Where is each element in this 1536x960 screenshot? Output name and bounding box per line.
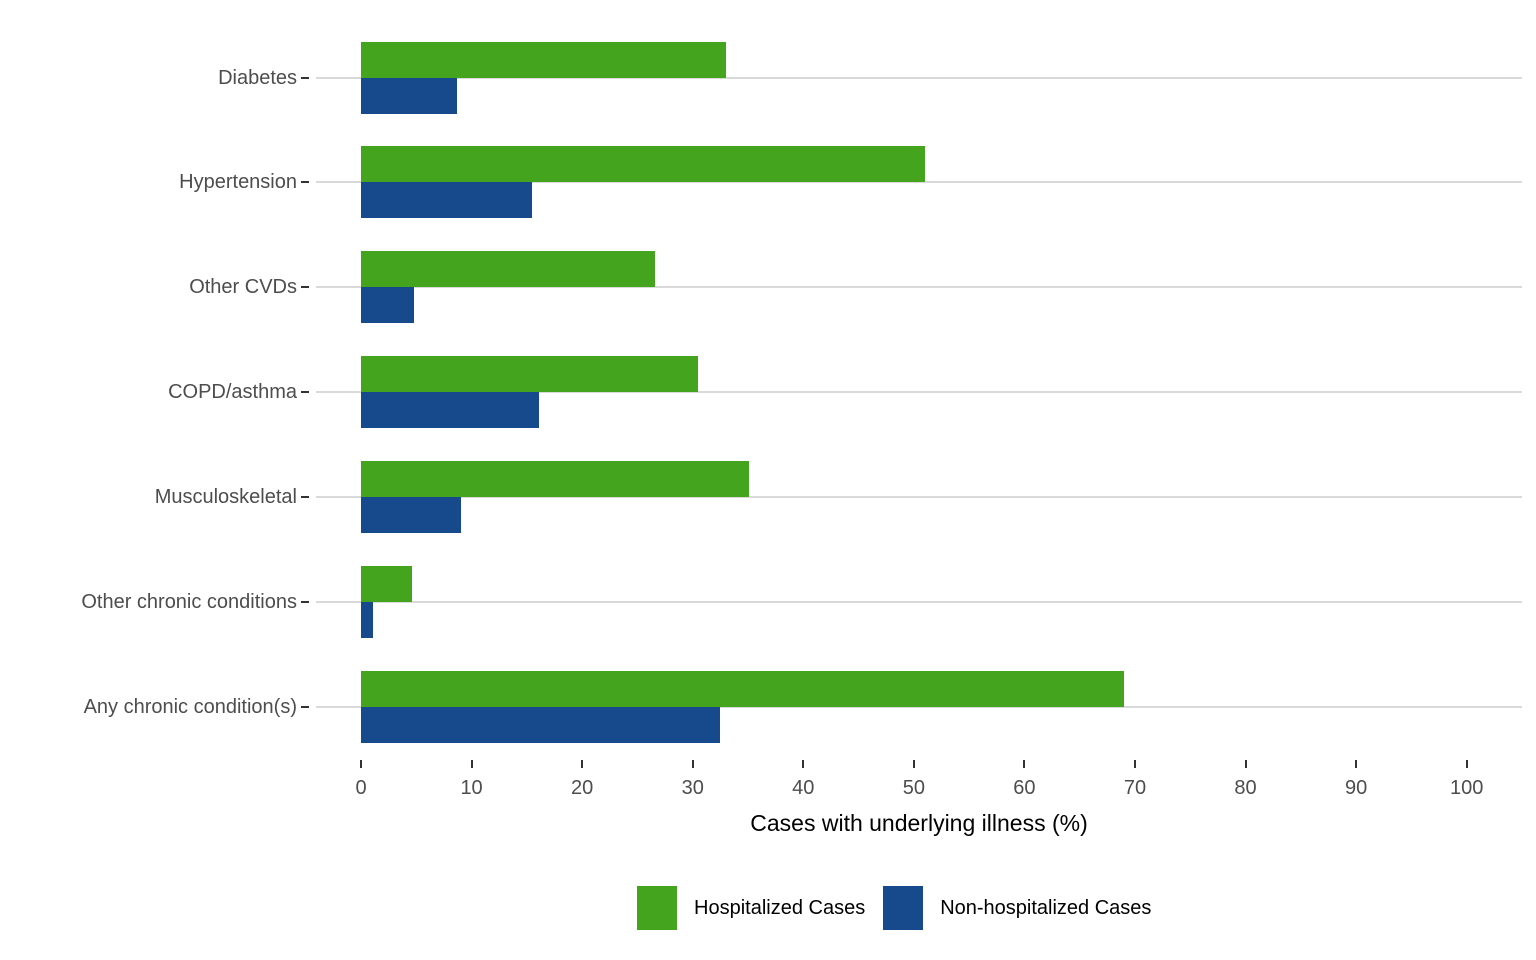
bar-hospitalized xyxy=(361,41,726,78)
legend-swatch-hospitalized xyxy=(637,886,677,930)
category-label: Other CVDs xyxy=(189,276,297,299)
y-axis-tick xyxy=(301,76,309,79)
bar-hospitalized xyxy=(361,251,656,288)
category-label: Other chronic conditions xyxy=(81,590,297,613)
y-axis-tick xyxy=(301,181,309,184)
category-label: Any chronic condition(s) xyxy=(83,695,297,718)
bar-hospitalized xyxy=(361,670,1124,707)
x-tick-label: 50 xyxy=(902,777,925,799)
bar-non-hospitalized xyxy=(361,77,458,114)
bar-non-hospitalized xyxy=(361,392,540,429)
x-tick-label: 20 xyxy=(571,777,594,799)
x-axis-tick xyxy=(1133,760,1136,768)
x-tick-label: 70 xyxy=(1123,777,1147,799)
bar-non-hospitalized xyxy=(361,287,415,324)
legend-item-hospitalized: Hospitalized Cases xyxy=(637,886,865,930)
gridline xyxy=(316,391,1522,394)
x-axis-title: Cases with underlying illness (%) xyxy=(750,810,1088,836)
x-tick-label: 60 xyxy=(1013,777,1036,799)
bar-hospitalized xyxy=(361,460,750,497)
x-axis-tick xyxy=(1355,760,1358,768)
bar-hospitalized xyxy=(361,356,699,393)
legend: Hospitalized Cases Non-hospitalized Case… xyxy=(637,886,1151,930)
gridline xyxy=(316,181,1522,184)
x-tick-label: 0 xyxy=(355,777,367,799)
x-tick-label: 100 xyxy=(1450,777,1484,799)
category-label: Musculoskeletal xyxy=(154,485,297,508)
bar-hospitalized xyxy=(361,565,412,602)
x-tick-label: 90 xyxy=(1345,777,1368,799)
x-axis-tick xyxy=(912,760,915,768)
gridline xyxy=(316,495,1522,498)
x-axis-tick xyxy=(1465,760,1468,768)
x-axis-tick xyxy=(470,760,473,768)
gridline xyxy=(316,705,1522,708)
x-tick-label: 30 xyxy=(681,777,704,799)
y-axis-tick xyxy=(301,391,309,394)
y-axis-tick xyxy=(301,286,309,289)
x-axis-tick xyxy=(360,760,362,768)
legend-swatch-non-hospitalized xyxy=(883,886,924,930)
category-label: Diabetes xyxy=(218,66,297,89)
bar-non-hospitalized xyxy=(361,182,533,219)
x-axis-tick xyxy=(802,760,805,768)
x-tick-label: 80 xyxy=(1234,777,1257,799)
gridline xyxy=(316,600,1522,603)
y-axis-tick xyxy=(301,705,309,708)
bar-non-hospitalized xyxy=(361,601,374,638)
x-axis-tick xyxy=(1244,760,1247,768)
x-tick-label: 10 xyxy=(460,777,483,799)
bar-non-hospitalized xyxy=(361,706,721,743)
x-axis-tick xyxy=(581,760,584,768)
gridline xyxy=(316,286,1522,289)
category-label: Hypertension xyxy=(179,171,297,194)
y-axis-tick xyxy=(301,495,309,498)
gridline xyxy=(316,76,1522,79)
x-axis-tick xyxy=(691,760,694,768)
bar-hospitalized xyxy=(361,146,925,183)
category-label: COPD/asthma xyxy=(168,381,297,404)
legend-label-non-hospitalized: Non-hospitalized Cases xyxy=(940,896,1152,919)
x-tick-label: 40 xyxy=(792,777,815,799)
x-axis-tick xyxy=(1023,760,1026,768)
legend-item-non-hospitalized: Non-hospitalized Cases xyxy=(883,886,1151,930)
bar-non-hospitalized xyxy=(361,496,461,533)
y-axis-tick xyxy=(301,600,309,603)
legend-label-hospitalized: Hospitalized Cases xyxy=(694,896,866,919)
